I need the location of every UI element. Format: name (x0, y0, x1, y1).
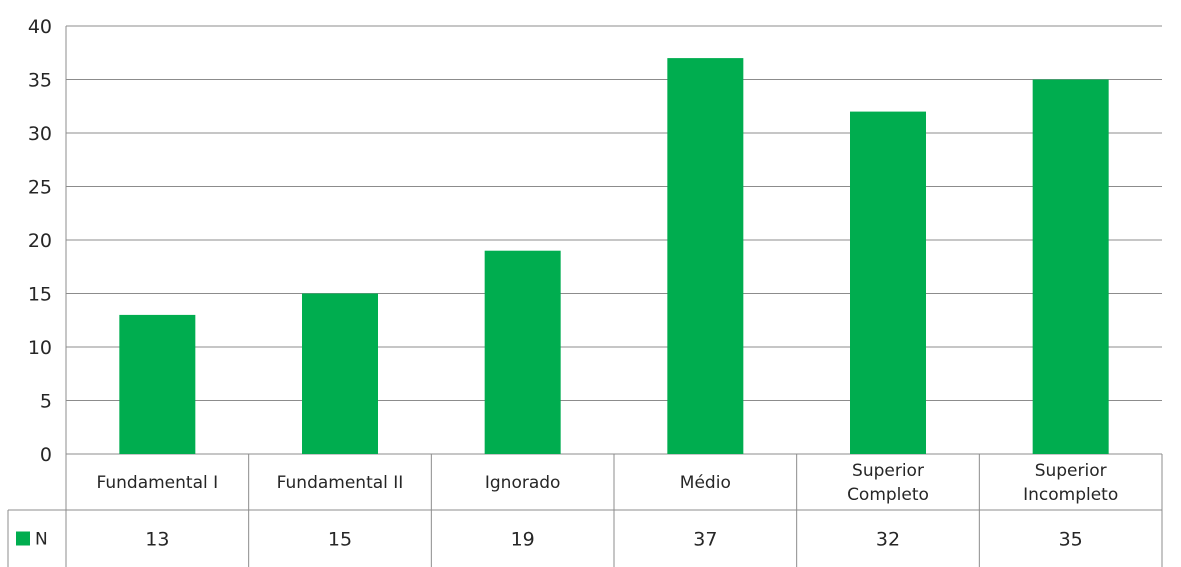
category-label: Médio (680, 473, 731, 493)
y-tick-label: 0 (40, 444, 52, 466)
data-value-label: 15 (328, 529, 352, 551)
y-tick-label: 10 (28, 337, 52, 359)
bar (667, 58, 744, 454)
data-value-label: 32 (876, 529, 900, 551)
y-tick-label: 25 (28, 177, 52, 199)
y-tick-label: 20 (28, 230, 52, 252)
gridlines (65, 25, 1162, 567)
bar (484, 250, 561, 454)
category-label: Superior Incompleto (1023, 461, 1118, 505)
y-tick-label: 35 (28, 70, 52, 92)
data-value-label: 19 (511, 529, 535, 551)
y-tick-label: 30 (28, 123, 52, 145)
category-label: Fundamental I (97, 473, 219, 493)
bar (302, 293, 378, 454)
y-tick-label: 5 (40, 391, 52, 413)
category-label: Ignorado (485, 473, 561, 493)
data-value-label: 37 (693, 529, 717, 551)
category-label: Fundamental II (277, 473, 404, 493)
data-value-label: 35 (1059, 529, 1083, 551)
category-label: Superior Completo (847, 461, 929, 505)
data-value-label: 13 (145, 529, 169, 551)
bars (119, 58, 1109, 454)
data-table: Fundamental I Fundamental II Ignorado Médio… (7, 454, 1163, 567)
bar (119, 314, 196, 454)
legend-label: N (35, 530, 48, 550)
bar (1032, 79, 1109, 454)
legend-swatch (16, 531, 30, 546)
y-axis-ticks: 0 5 10 15 20 25 30 35 40 (28, 16, 52, 466)
y-tick-label: 15 (28, 284, 52, 306)
y-tick-label: 40 (28, 16, 52, 38)
bar (850, 111, 926, 454)
